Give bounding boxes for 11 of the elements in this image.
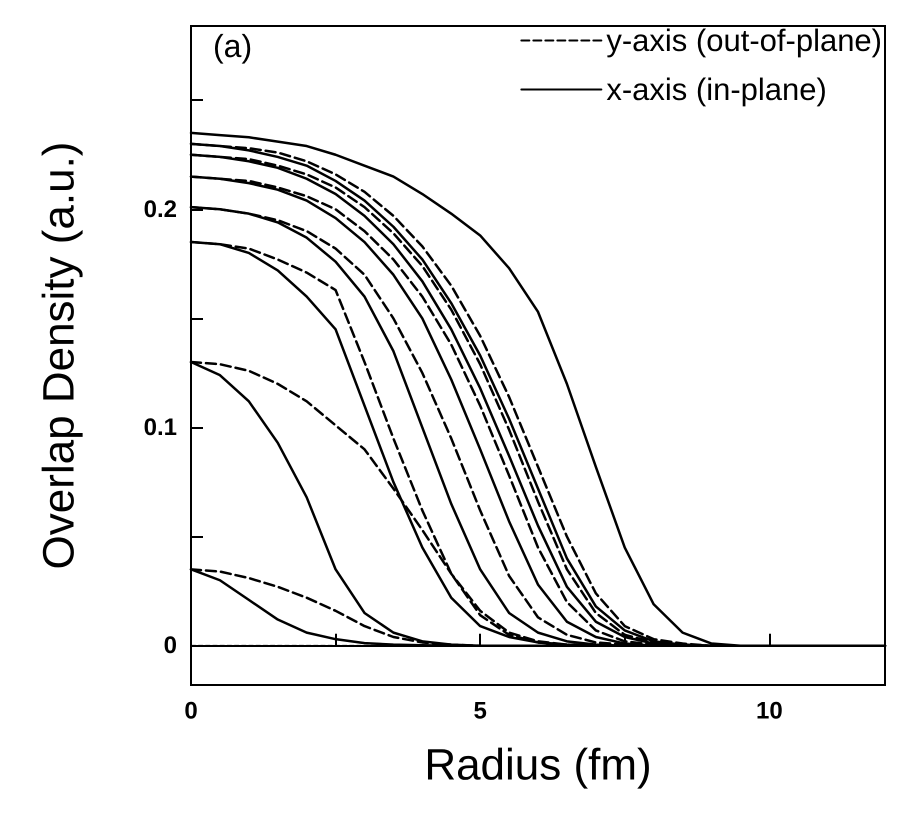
y-tick-label: 0 xyxy=(164,632,177,660)
annotation: (a) xyxy=(213,28,252,64)
y-tick-label: 0.2 xyxy=(144,196,177,223)
y-tick-label: 0.1 xyxy=(144,414,177,442)
x-tick-label: 0 xyxy=(184,698,198,724)
x-tick-label: 10 xyxy=(756,698,783,724)
x-axis-title: Radius (fm) xyxy=(424,740,652,790)
x-tick-label: 5 xyxy=(473,698,487,724)
legend-label: x-axis (in-plane) xyxy=(606,72,827,107)
y-axis-title: Overlap Density (a.u.) xyxy=(34,142,84,570)
legend-label: y-axis (out-of-plane) xyxy=(606,23,882,58)
